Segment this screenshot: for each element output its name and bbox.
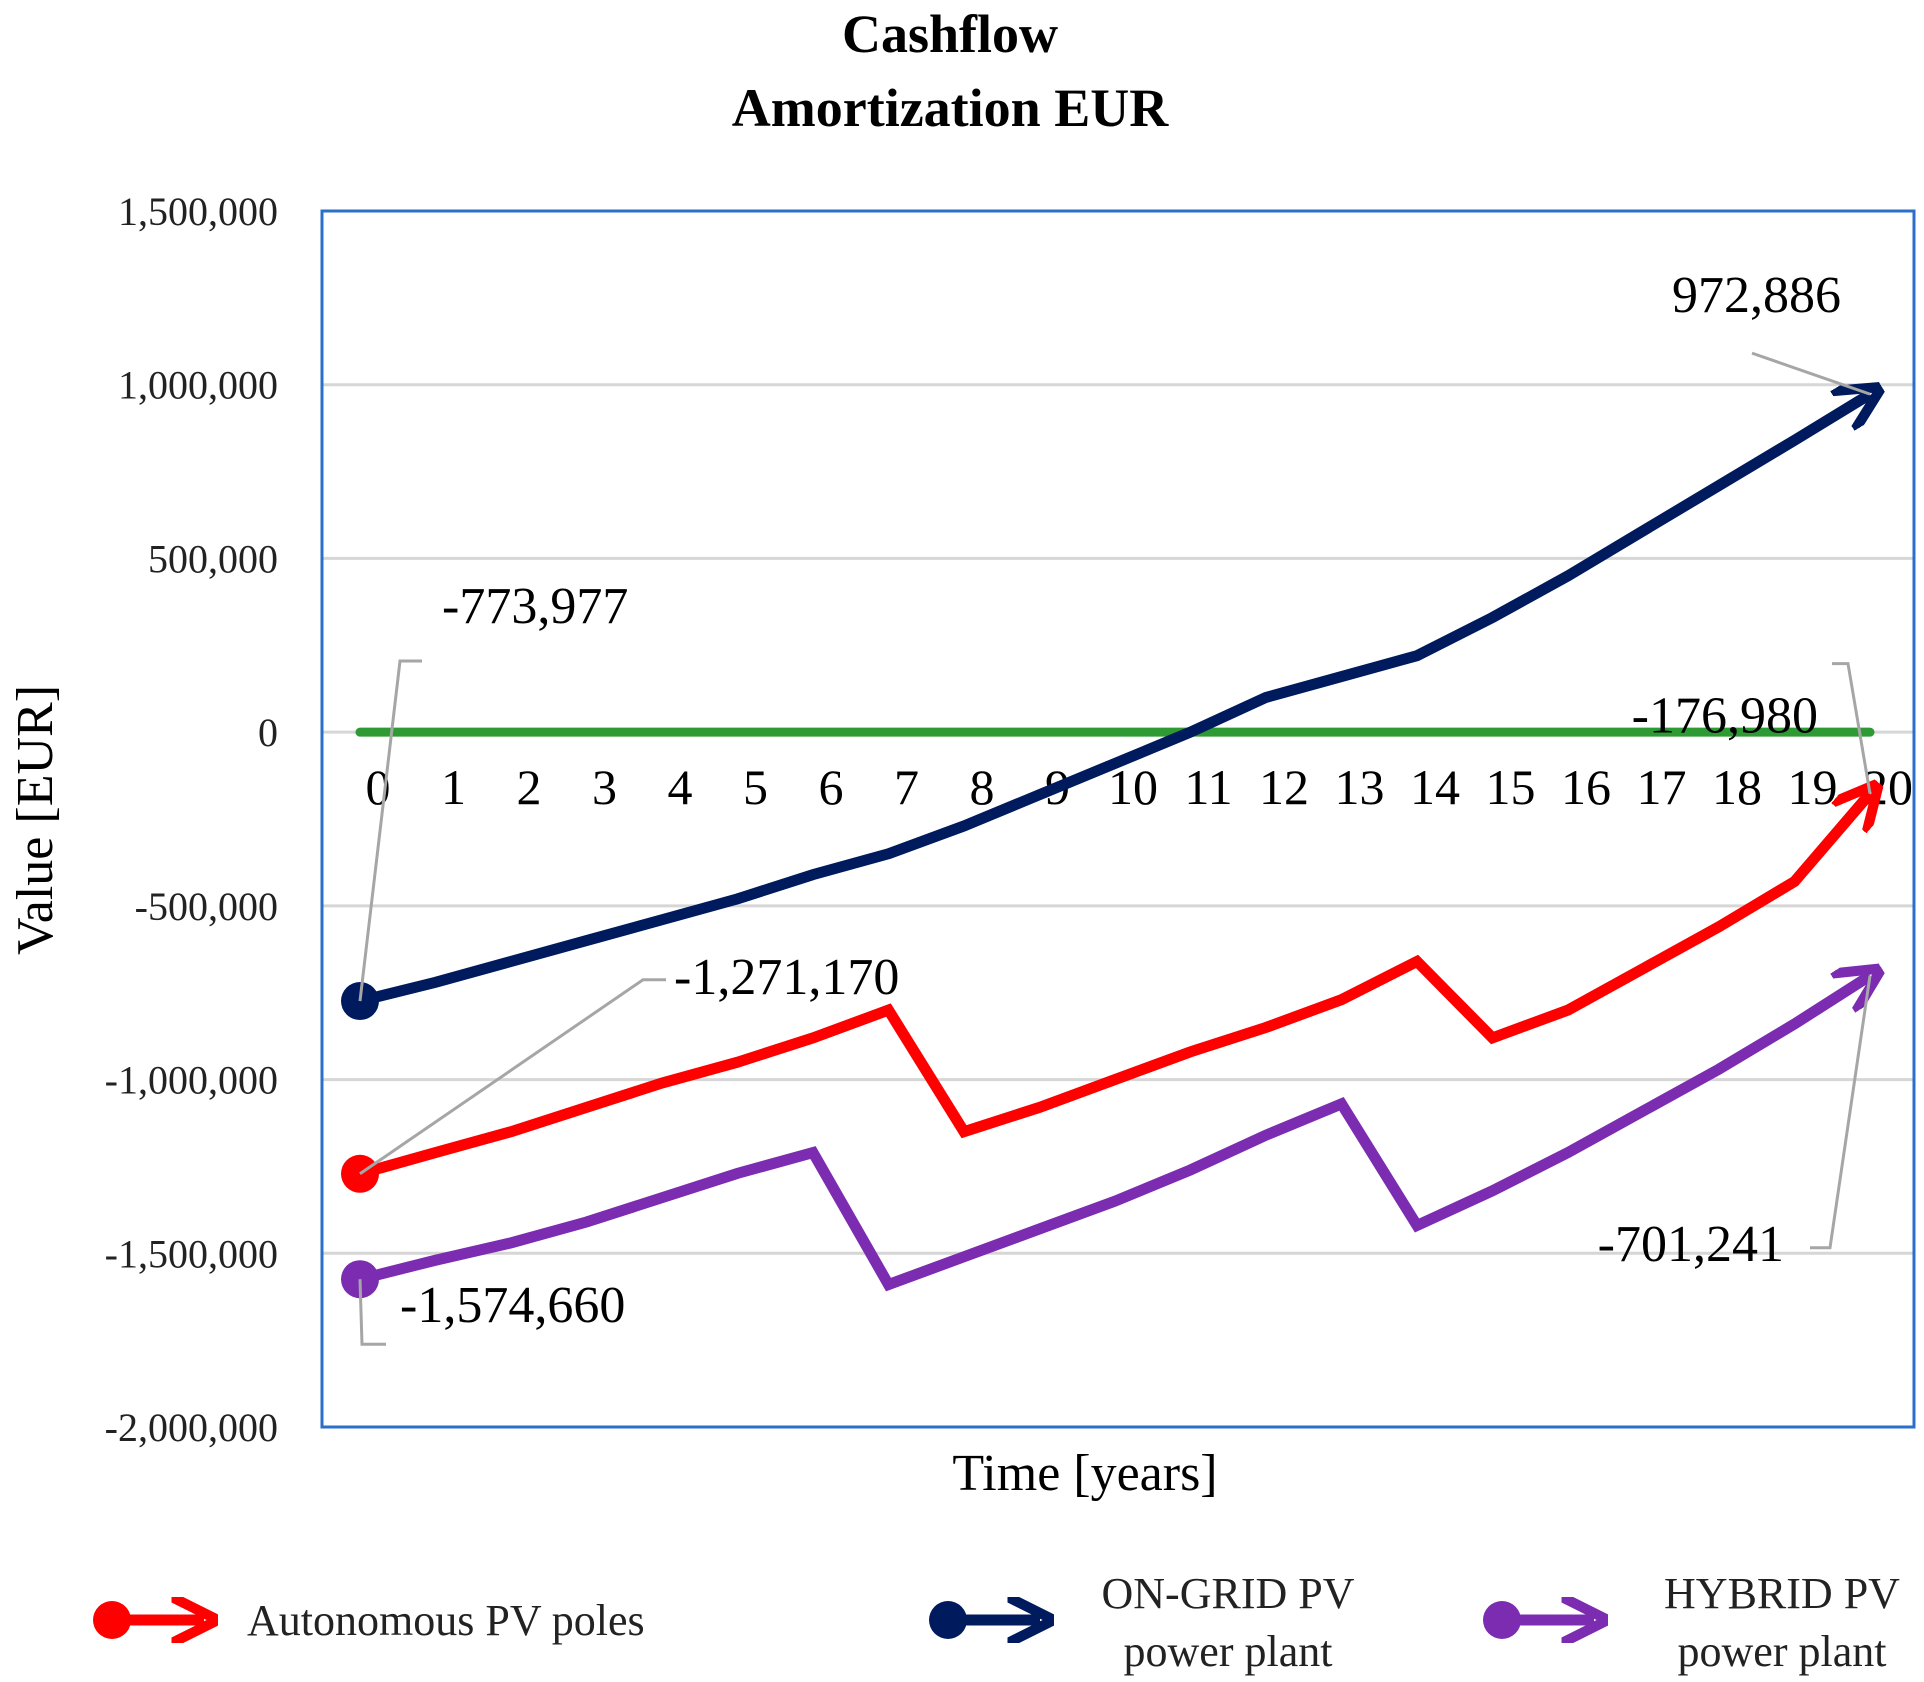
x-tick-label: 12 [1259, 759, 1309, 815]
x-tick-label: 15 [1486, 759, 1536, 815]
x-tick-label: 17 [1637, 759, 1687, 815]
data-label-leader [359, 978, 666, 1176]
x-tick-label: 16 [1561, 759, 1611, 815]
legend-label: ON-GRID PV [1102, 1569, 1355, 1618]
legend-label: Autonomous PV poles [247, 1596, 645, 1645]
y-tick-label: -500,000 [135, 884, 278, 929]
chart-title: Cashflow [842, 4, 1058, 64]
y-tick-label: 500,000 [148, 536, 278, 581]
legend-swatch-marker [1483, 1601, 1521, 1639]
x-tick-label: 3 [592, 759, 617, 815]
data-label: -1,271,170 [674, 949, 899, 1006]
legend-swatch-marker [93, 1601, 131, 1639]
data-label: -1,574,660 [400, 1277, 625, 1334]
x-tick-label: 4 [668, 759, 693, 815]
legend-item: ON-GRID PV power plant [929, 1569, 1355, 1676]
series-line-autonomous [358, 794, 1870, 1180]
legend-item: Autonomous PV poles [93, 1596, 645, 1645]
x-tick-label: 18 [1712, 759, 1762, 815]
data-label-leader [358, 1279, 386, 1346]
data-label: -701,241 [1598, 1216, 1784, 1273]
chart-subtitle: Amortization EUR [732, 78, 1169, 138]
y-tick-label: 1,500,000 [118, 189, 278, 234]
x-tick-label: 2 [517, 759, 542, 815]
y-axis-title: Value [EUR] [7, 685, 64, 955]
y-tick-label: -2,000,000 [105, 1405, 278, 1450]
x-tick-label: 6 [819, 759, 844, 815]
x-tick-label: 19 [1788, 759, 1838, 815]
data-label-leader [358, 659, 422, 1002]
data-label: -773,977 [442, 578, 628, 635]
x-axis-title: Time [years] [952, 1445, 1217, 1502]
x-tick-label: 1 [441, 759, 466, 815]
x-tick-label: 7 [894, 759, 919, 815]
x-tick-label: 13 [1335, 759, 1385, 815]
series-line-on-grid [358, 394, 1870, 1007]
x-tick-label: 20 [1863, 759, 1913, 815]
x-tick-label: 8 [970, 759, 995, 815]
data-label-leader [1810, 975, 1872, 1250]
x-tick-label: 11 [1184, 759, 1232, 815]
x-tick-label: 14 [1410, 759, 1460, 815]
legend-label: HYBRID PV [1664, 1569, 1900, 1618]
y-tick-label: 0 [258, 710, 278, 755]
legend-label: power plant [1678, 1627, 1887, 1676]
legend-swatch-marker [929, 1601, 967, 1639]
data-label: -176,980 [1632, 688, 1818, 745]
plot-area-border [320, 209, 1916, 1429]
data-label-leader [1832, 662, 1872, 794]
data-label: 972,886 [1672, 267, 1841, 324]
y-tick-label: -1,000,000 [105, 1058, 278, 1103]
data-label-leader [1751, 351, 1871, 396]
y-tick-label: -1,500,000 [105, 1231, 278, 1276]
legend-item: HYBRID PV power plant [1483, 1569, 1900, 1676]
legend-label: power plant [1124, 1627, 1333, 1676]
series-line-hybrid [358, 976, 1870, 1292]
x-tick-label: 5 [743, 759, 768, 815]
y-tick-label: 1,000,000 [118, 363, 278, 408]
